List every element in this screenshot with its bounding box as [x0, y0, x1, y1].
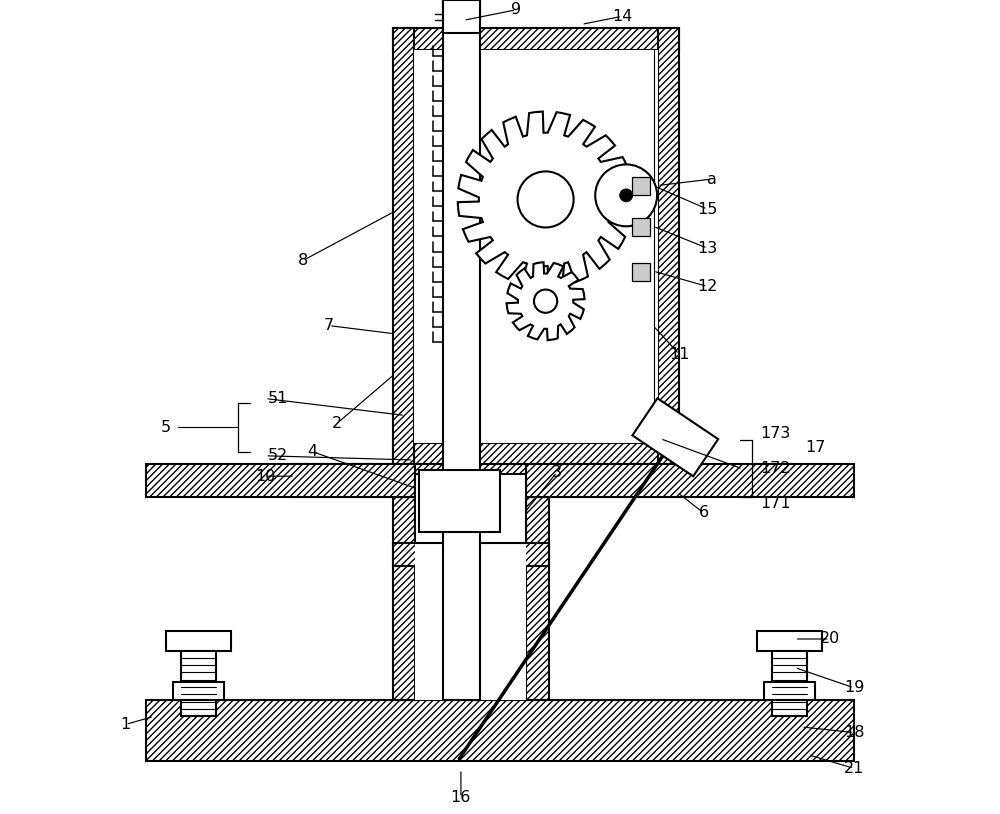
- Text: 51: 51: [268, 392, 288, 406]
- Text: 12: 12: [697, 279, 718, 294]
- Bar: [173, 682, 224, 700]
- Text: 52: 52: [268, 449, 288, 463]
- Bar: [443, 0, 480, 700]
- Text: 20: 20: [820, 632, 840, 646]
- Bar: [166, 631, 231, 651]
- Bar: [526, 497, 549, 700]
- Bar: [632, 263, 650, 281]
- Bar: [292, 464, 679, 497]
- Text: 3: 3: [552, 465, 562, 479]
- Text: 17: 17: [805, 440, 826, 455]
- Text: 10: 10: [255, 469, 276, 484]
- Bar: [757, 631, 822, 651]
- Text: 171: 171: [760, 496, 791, 510]
- Text: 16: 16: [451, 790, 471, 805]
- Text: 5: 5: [161, 420, 171, 435]
- Polygon shape: [632, 398, 718, 476]
- Bar: [764, 682, 815, 700]
- Bar: [393, 543, 549, 566]
- Bar: [415, 474, 526, 543]
- Text: 9: 9: [511, 2, 521, 17]
- Text: 19: 19: [844, 681, 864, 695]
- Bar: [181, 651, 216, 716]
- Text: a: a: [707, 172, 717, 186]
- Bar: [415, 497, 526, 700]
- Text: 8: 8: [298, 253, 308, 268]
- Text: 7: 7: [324, 318, 334, 333]
- Circle shape: [534, 290, 557, 313]
- Bar: [146, 464, 415, 497]
- Text: 13: 13: [697, 241, 718, 256]
- Text: 21: 21: [844, 761, 864, 776]
- Circle shape: [518, 172, 574, 227]
- Polygon shape: [458, 112, 633, 287]
- Bar: [419, 470, 500, 532]
- Bar: [658, 28, 679, 464]
- Bar: [632, 218, 650, 236]
- Text: 172: 172: [760, 461, 791, 475]
- Bar: [526, 464, 854, 497]
- Bar: [393, 497, 415, 700]
- Text: 173: 173: [760, 426, 791, 440]
- Bar: [393, 28, 679, 50]
- Bar: [146, 700, 854, 761]
- Bar: [393, 443, 679, 464]
- Polygon shape: [507, 262, 585, 340]
- Bar: [414, 50, 658, 443]
- Text: 1: 1: [120, 717, 131, 732]
- Bar: [393, 28, 414, 464]
- Circle shape: [620, 189, 633, 202]
- Text: 2: 2: [332, 416, 342, 431]
- Text: 11: 11: [669, 347, 689, 361]
- Circle shape: [595, 164, 657, 226]
- Text: 18: 18: [844, 725, 864, 740]
- Bar: [632, 177, 650, 195]
- Text: 15: 15: [697, 202, 718, 217]
- Text: 6: 6: [698, 505, 709, 520]
- Bar: [443, 0, 480, 33]
- Bar: [772, 651, 807, 716]
- Text: 14: 14: [612, 9, 632, 24]
- Text: 4: 4: [308, 444, 318, 459]
